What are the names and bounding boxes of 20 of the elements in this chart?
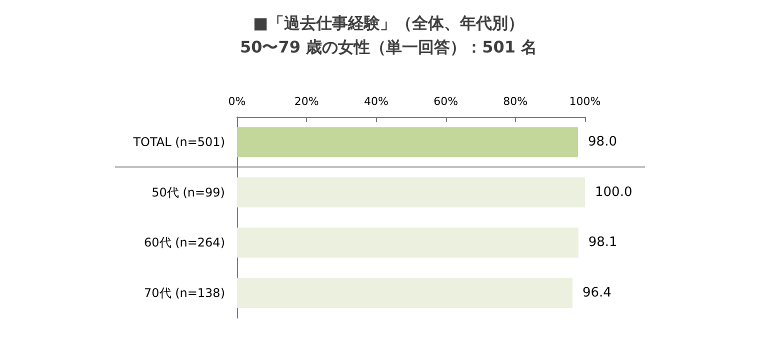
y-tick-label: TOTAL (n=501) (132, 135, 225, 150)
x-tick-label: 0% (228, 95, 246, 108)
x-tick-label: 100% (569, 95, 601, 108)
x-tick-label: 20% (294, 95, 319, 108)
x-tick-label: 60% (434, 95, 458, 108)
bar (237, 177, 585, 208)
data-label: 98.0 (588, 134, 617, 150)
chart-subtitle: 50〜79 歳の女性（単一回答）：501 名 (240, 38, 538, 56)
data-label: 98.1 (588, 235, 618, 250)
chart-title: ■「過去仕事経験」（全体、年代別） (252, 14, 524, 32)
bar (237, 127, 578, 158)
y-tick-label: 60代 (n=264) (144, 236, 225, 250)
y-tick-label: 50代 (n=99) (152, 185, 225, 200)
x-tick-label: 80% (503, 95, 528, 108)
bar (237, 278, 572, 308)
x-tick-label: 40% (364, 95, 388, 108)
data-label: 100.0 (595, 184, 632, 200)
data-label: 96.4 (582, 285, 612, 300)
y-tick-label: 70代 (n=138) (144, 286, 225, 300)
bar (237, 228, 578, 258)
